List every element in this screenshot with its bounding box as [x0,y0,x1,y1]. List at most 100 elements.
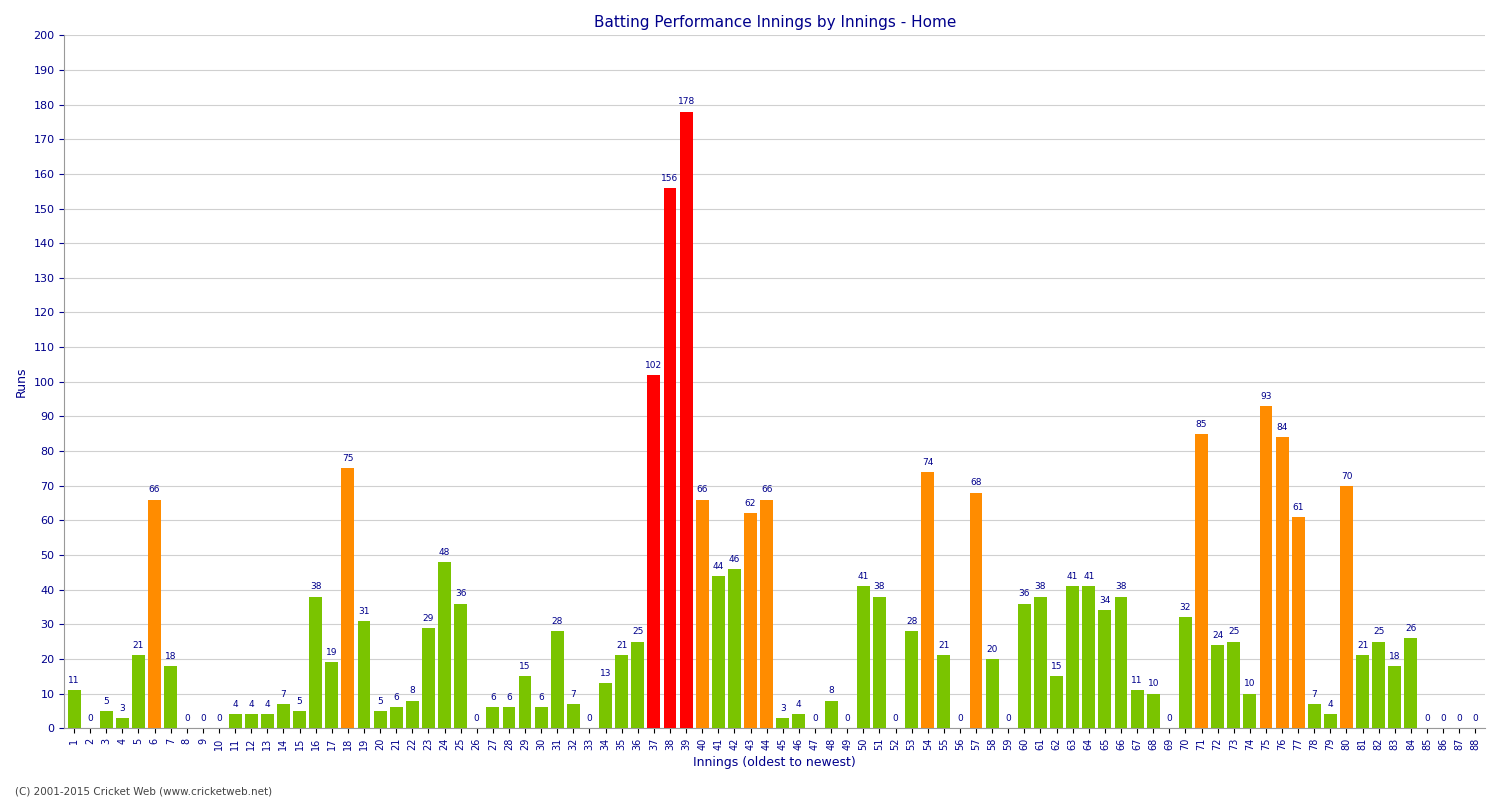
Text: 61: 61 [1293,502,1304,512]
Text: 25: 25 [632,627,644,637]
Text: 21: 21 [938,642,950,650]
Bar [309,597,322,728]
Text: 74: 74 [922,458,933,466]
Bar [825,701,837,728]
Bar [132,655,146,728]
Text: 0: 0 [1424,714,1430,723]
Text: 68: 68 [970,478,982,487]
Text: 26: 26 [1406,624,1416,633]
Bar [422,628,435,728]
Bar [1050,676,1064,728]
Text: 41: 41 [858,572,868,581]
Bar [486,707,500,728]
X-axis label: Innings (oldest to newest): Innings (oldest to newest) [693,756,856,769]
Text: 19: 19 [326,648,338,658]
Bar [390,707,402,728]
Bar [292,711,306,728]
Bar [567,704,580,728]
Bar [921,472,934,728]
Text: 0: 0 [1005,714,1011,723]
Bar [1227,642,1240,728]
Text: 0: 0 [184,714,189,723]
Bar [454,603,466,728]
Text: 44: 44 [712,562,724,570]
Text: 24: 24 [1212,631,1224,640]
Text: 20: 20 [987,645,998,654]
Text: 6: 6 [506,694,512,702]
Text: 38: 38 [1114,582,1126,591]
Text: 178: 178 [678,98,694,106]
Text: 5: 5 [376,697,382,706]
Bar [938,655,951,728]
Text: 0: 0 [216,714,222,723]
Text: 0: 0 [586,714,592,723]
Text: 36: 36 [1019,590,1031,598]
Bar [1340,486,1353,728]
Text: 38: 38 [310,582,321,591]
Text: 41: 41 [1066,572,1078,581]
Bar [1210,645,1224,728]
Text: 66: 66 [148,486,160,494]
Text: 0: 0 [892,714,898,723]
Bar [856,586,870,728]
Bar [598,683,612,728]
Bar [278,704,290,728]
Text: 62: 62 [746,499,756,508]
Text: 84: 84 [1276,423,1287,432]
Text: 21: 21 [1358,642,1368,650]
Bar [1131,690,1143,728]
Bar [1114,597,1128,728]
Bar [1019,603,1031,728]
Text: 25: 25 [1372,627,1384,637]
Text: 4: 4 [264,700,270,709]
Text: 0: 0 [1440,714,1446,723]
Text: 0: 0 [1473,714,1478,723]
Bar [406,701,418,728]
Text: 66: 66 [696,486,708,494]
Text: 7: 7 [1311,690,1317,698]
Text: 102: 102 [645,361,663,370]
Text: 28: 28 [552,617,562,626]
Text: 36: 36 [454,590,466,598]
Bar [1083,586,1095,728]
Bar [374,711,387,728]
Text: 6: 6 [490,694,495,702]
Text: 31: 31 [358,606,369,616]
Text: 0: 0 [87,714,93,723]
Text: 0: 0 [1167,714,1172,723]
Bar [1260,406,1272,728]
Bar [1196,434,1208,728]
Text: 66: 66 [760,486,772,494]
Bar [1098,610,1112,728]
Text: 25: 25 [1228,627,1239,637]
Text: 6: 6 [538,694,544,702]
Bar [712,576,724,728]
Text: 70: 70 [1341,471,1352,481]
Text: 46: 46 [729,554,740,564]
Text: (C) 2001-2015 Cricket Web (www.cricketweb.net): (C) 2001-2015 Cricket Web (www.cricketwe… [15,786,272,796]
Text: 4: 4 [796,700,801,709]
Text: 93: 93 [1260,392,1272,401]
Bar [116,718,129,728]
Text: 48: 48 [440,548,450,557]
Bar [1148,694,1160,728]
Text: 5: 5 [104,697,110,706]
Bar [68,690,81,728]
Text: 38: 38 [1035,582,1046,591]
Bar [632,642,644,728]
Text: 0: 0 [812,714,818,723]
Text: 4: 4 [1328,700,1334,709]
Bar [873,597,886,728]
Text: 7: 7 [570,690,576,698]
Text: 15: 15 [1052,662,1062,671]
Text: 156: 156 [662,174,678,182]
Bar [615,655,628,728]
Text: 10: 10 [1244,679,1256,688]
Text: 13: 13 [600,669,612,678]
Bar [165,666,177,728]
Text: 0: 0 [474,714,480,723]
Bar [357,621,370,728]
Bar [1389,666,1401,728]
Bar [1356,655,1370,728]
Bar [326,662,338,728]
